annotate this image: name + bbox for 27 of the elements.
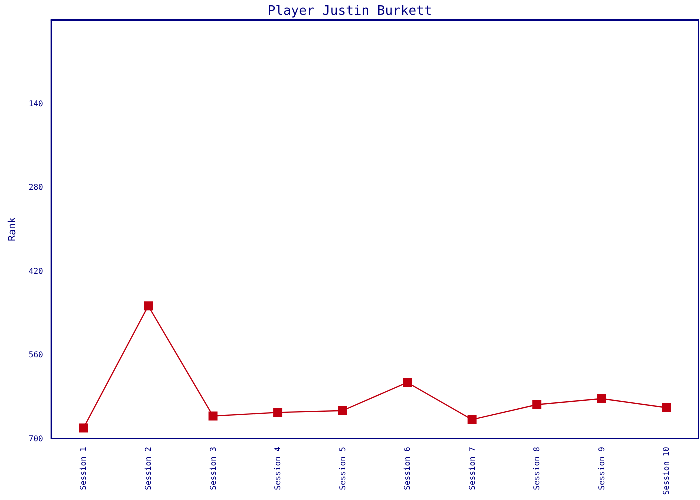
point [403, 378, 412, 388]
point [144, 302, 153, 311]
y-tick-label: 140 [28, 99, 44, 108]
y-tick-label: 700 [28, 434, 44, 444]
point [468, 415, 477, 424]
y-tick-label: 420 [28, 266, 44, 276]
point [208, 412, 218, 421]
y-tick-label: 280 [28, 183, 44, 192]
x-tick-label: Session 9 [597, 446, 606, 490]
x-tick-label: Session 3 [208, 446, 218, 490]
point [79, 424, 88, 433]
y-axis-title: Rank [8, 217, 18, 242]
x-tick-label: Session 1 [79, 446, 88, 490]
point [597, 394, 606, 404]
point [532, 400, 542, 410]
x-tick-label: Session 2 [144, 446, 153, 490]
point [338, 406, 348, 416]
x-tick-label: Session 8 [532, 446, 542, 490]
point [274, 408, 283, 418]
x-tick-label: Session 6 [403, 446, 412, 490]
y-tick-label: 560 [28, 350, 44, 360]
x-tick-label: Session 5 [338, 446, 348, 490]
x-tick-label: Session 7 [468, 446, 477, 490]
chart-title: Player Justin Burkett [268, 4, 432, 19]
x-tick-label: Session 4 [274, 446, 283, 490]
point [662, 403, 672, 412]
x-tick-label: Session 10 [662, 446, 672, 496]
